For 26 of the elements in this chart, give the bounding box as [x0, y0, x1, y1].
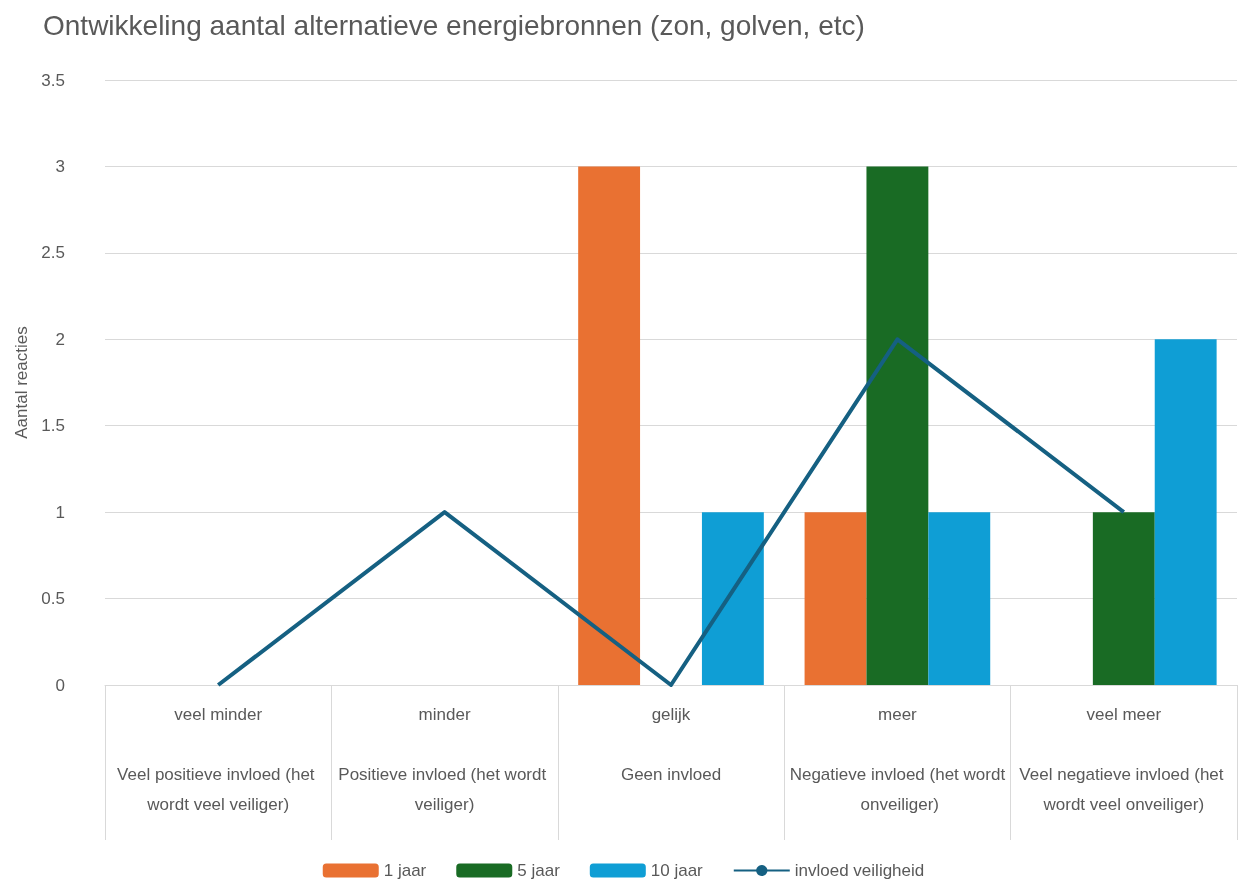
legend-label: invloed veiligheid — [794, 861, 925, 880]
y-axis-title: Aantal reacties — [12, 326, 32, 439]
bar — [701, 512, 764, 685]
y-tick-label: 1.5 — [41, 416, 65, 436]
category-label: minder Positieve invloed (het wordt veiliger) — [338, 704, 547, 814]
y-tick-label: 0 — [55, 675, 65, 695]
y-tick-label: 2.5 — [41, 243, 65, 263]
legend-label: 10 jaar — [650, 861, 704, 880]
category-label: meer Negatieve invloed (het wordt onveiliger) — [789, 704, 1006, 814]
y-tick-label: 3 — [55, 156, 65, 176]
y-tick-label: 2 — [55, 329, 65, 349]
legend-label: 1 jaar — [383, 861, 427, 880]
bar — [1154, 339, 1217, 685]
legend-label: 5 jaar — [517, 861, 561, 880]
y-tick-label: 3.5 — [41, 70, 65, 90]
chart-title: Ontwikkeling aantal alternatieve energiebronnen (zon, golven, etc) — [43, 9, 865, 41]
y-tick-label: 0.5 — [41, 589, 65, 609]
bar — [928, 512, 991, 685]
category-label: veel minder Veel positieve invloed (het wordt veel veiliger) — [117, 704, 315, 814]
bar — [578, 166, 641, 685]
bar — [1092, 512, 1155, 685]
bar — [866, 166, 929, 685]
category-label: gelijk Geen invloed — [620, 704, 722, 784]
y-tick-label: 1 — [55, 502, 65, 522]
category-label: veel meer Veel negatieve invloed (het wordt veel onveiliger) — [1019, 704, 1224, 814]
bar — [804, 512, 867, 685]
